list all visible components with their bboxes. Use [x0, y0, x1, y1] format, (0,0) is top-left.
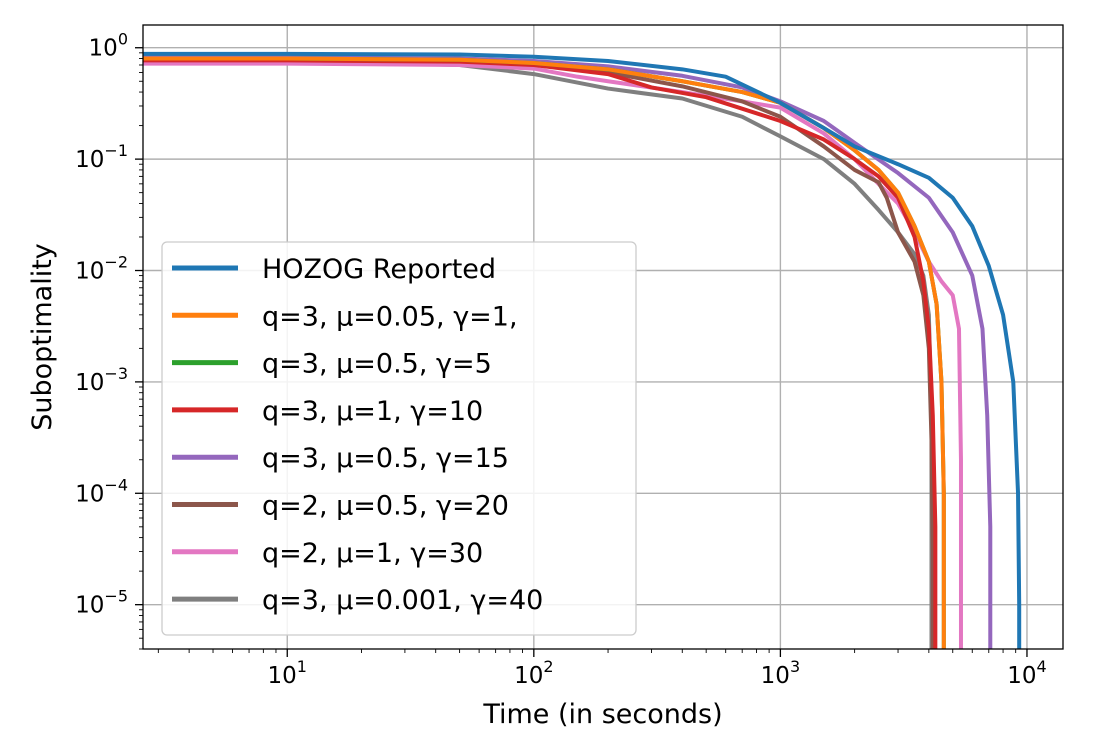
x-tick-label-base: 10 [1007, 663, 1036, 689]
y-tick-label-base: 10 [89, 36, 118, 62]
legend-item: q=3, μ=0.5, γ=5 [172, 349, 492, 380]
legend-label: q=3, μ=0.5, γ=15 [262, 443, 509, 474]
y-tick-label-base: 10 [75, 259, 104, 285]
series-line-4 [143, 58, 938, 649]
legend-label: q=3, μ=1, γ=10 [262, 396, 483, 427]
legend-label: q=2, μ=1, γ=30 [262, 538, 483, 569]
y-axis-label: Suboptimality [27, 243, 58, 431]
legend-label: q=2, μ=0.5, γ=20 [262, 491, 509, 522]
legend-item: q=3, μ=1, γ=10 [172, 396, 483, 427]
legend-label: q=3, μ=0.05, γ=1, [262, 301, 518, 332]
y-tick-label-exponent: −5 [104, 587, 128, 606]
legend: HOZOG Reported q=3, μ=0.05, γ=1, q=3, μ=0.… [161, 241, 637, 636]
legend-item: q=3, μ=0.05, γ=1, [172, 301, 518, 332]
y-tick-label-exponent: −2 [104, 253, 128, 272]
x-tick-label-base: 10 [268, 663, 297, 689]
axis-ticks [135, 47, 1028, 657]
y-tick-label: 10−2 [75, 253, 128, 285]
series-line-1 [143, 51, 1022, 649]
y-tick-label: 100 [89, 30, 128, 62]
plot-frame [142, 24, 1064, 650]
x-tick-label: 101 [268, 657, 307, 689]
legend-label: HOZOG Reported [262, 254, 496, 285]
y-tick-label-exponent: 0 [118, 30, 128, 49]
y-tick-label-exponent: −4 [104, 475, 128, 494]
y-tick-label: 10−3 [75, 364, 128, 396]
y-tick-label-base: 10 [75, 147, 104, 173]
x-tick-label: 102 [514, 657, 553, 689]
y-tick-label-base: 10 [75, 593, 104, 619]
legend-item: q=2, μ=0.5, γ=20 [172, 491, 509, 522]
y-tick-label: 10−1 [75, 141, 128, 173]
legend-label: q=3, μ=0.001, γ=40 [262, 585, 543, 616]
y-tick-label: 10−4 [75, 475, 128, 507]
x-tick-label-base: 10 [761, 663, 790, 689]
y-tick-label-base: 10 [75, 370, 104, 396]
x-tick-label: 104 [1007, 657, 1046, 689]
legend-item: HOZOG Reported [172, 254, 496, 285]
y-tick-label-base: 10 [75, 481, 104, 507]
legend-item: q=2, μ=1, γ=30 [172, 538, 483, 569]
x-tick-label-base: 10 [514, 663, 543, 689]
x-tick-label-exponent: 4 [1037, 657, 1047, 676]
x-tick-label-exponent: 2 [543, 657, 553, 676]
y-tick-label-exponent: −3 [104, 364, 128, 383]
legend-frame [161, 241, 637, 636]
x-axis-label: Time (in seconds) [482, 699, 722, 730]
legend-item: q=3, μ=0.5, γ=15 [172, 443, 509, 474]
series-lines [143, 51, 1022, 649]
legend-item: q=3, μ=0.001, γ=40 [172, 585, 543, 616]
x-tick-label-exponent: 1 [297, 657, 307, 676]
legend-label: q=3, μ=0.5, γ=5 [262, 349, 492, 380]
x-tick-label: 103 [761, 657, 800, 689]
y-tick-label: 10−5 [75, 587, 128, 619]
y-tick-label-exponent: −1 [104, 141, 128, 160]
series-line-7 [143, 61, 963, 649]
x-tick-label-exponent: 3 [790, 657, 800, 676]
